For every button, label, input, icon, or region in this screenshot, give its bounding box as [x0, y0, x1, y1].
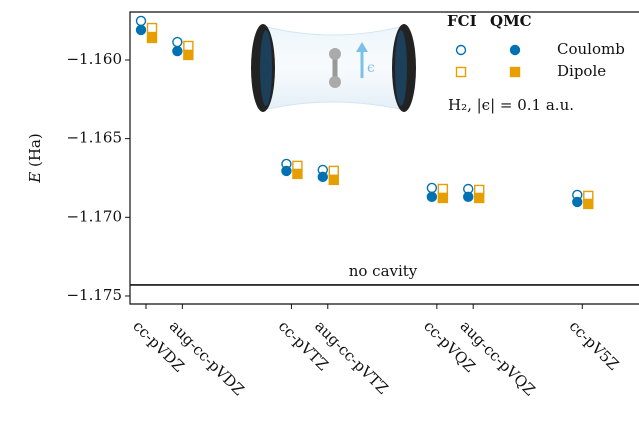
point [172, 45, 183, 57]
point [135, 24, 147, 36]
legend-marker [509, 66, 521, 78]
legend-header: FCI [447, 12, 477, 30]
y-tick-label: −1.160 [66, 50, 122, 68]
point [292, 168, 303, 180]
legend-marker [455, 44, 467, 56]
point [281, 165, 292, 177]
x-tick-label: cc-pV5Z [566, 317, 623, 374]
point [583, 198, 594, 210]
legend-label: Coulomb [557, 40, 625, 58]
point [146, 22, 158, 34]
y-tick-label: −1.175 [66, 286, 122, 304]
inset-label: ϵ [367, 60, 375, 76]
point [463, 191, 474, 203]
annotation: H₂, |ϵ| = 0.1 a.u. [448, 96, 574, 114]
point [328, 174, 339, 186]
y-tick-label: −1.165 [66, 129, 122, 147]
cavity-inset: ϵ [251, 24, 416, 112]
y-label-symbol: E [26, 172, 44, 184]
legend-header: QMC [490, 12, 532, 30]
reference-label: no cavity [349, 262, 418, 280]
legend-marker [455, 66, 467, 78]
point [172, 36, 183, 48]
point [317, 171, 328, 183]
point [146, 32, 158, 44]
point [572, 196, 583, 208]
point [183, 40, 194, 52]
legend-marker [509, 44, 521, 56]
y-tick-label: −1.170 [66, 207, 122, 225]
y-axis-label: E (Ha) [26, 133, 44, 183]
point [328, 165, 339, 177]
y-label-unit: (Ha) [26, 133, 44, 167]
point [474, 192, 485, 204]
axes-frame [129, 11, 639, 305]
point [437, 192, 449, 204]
legend-label: Dipole [557, 62, 606, 80]
point [437, 183, 449, 195]
point [426, 191, 438, 203]
point [135, 15, 147, 27]
point [183, 49, 194, 61]
point [426, 182, 438, 194]
